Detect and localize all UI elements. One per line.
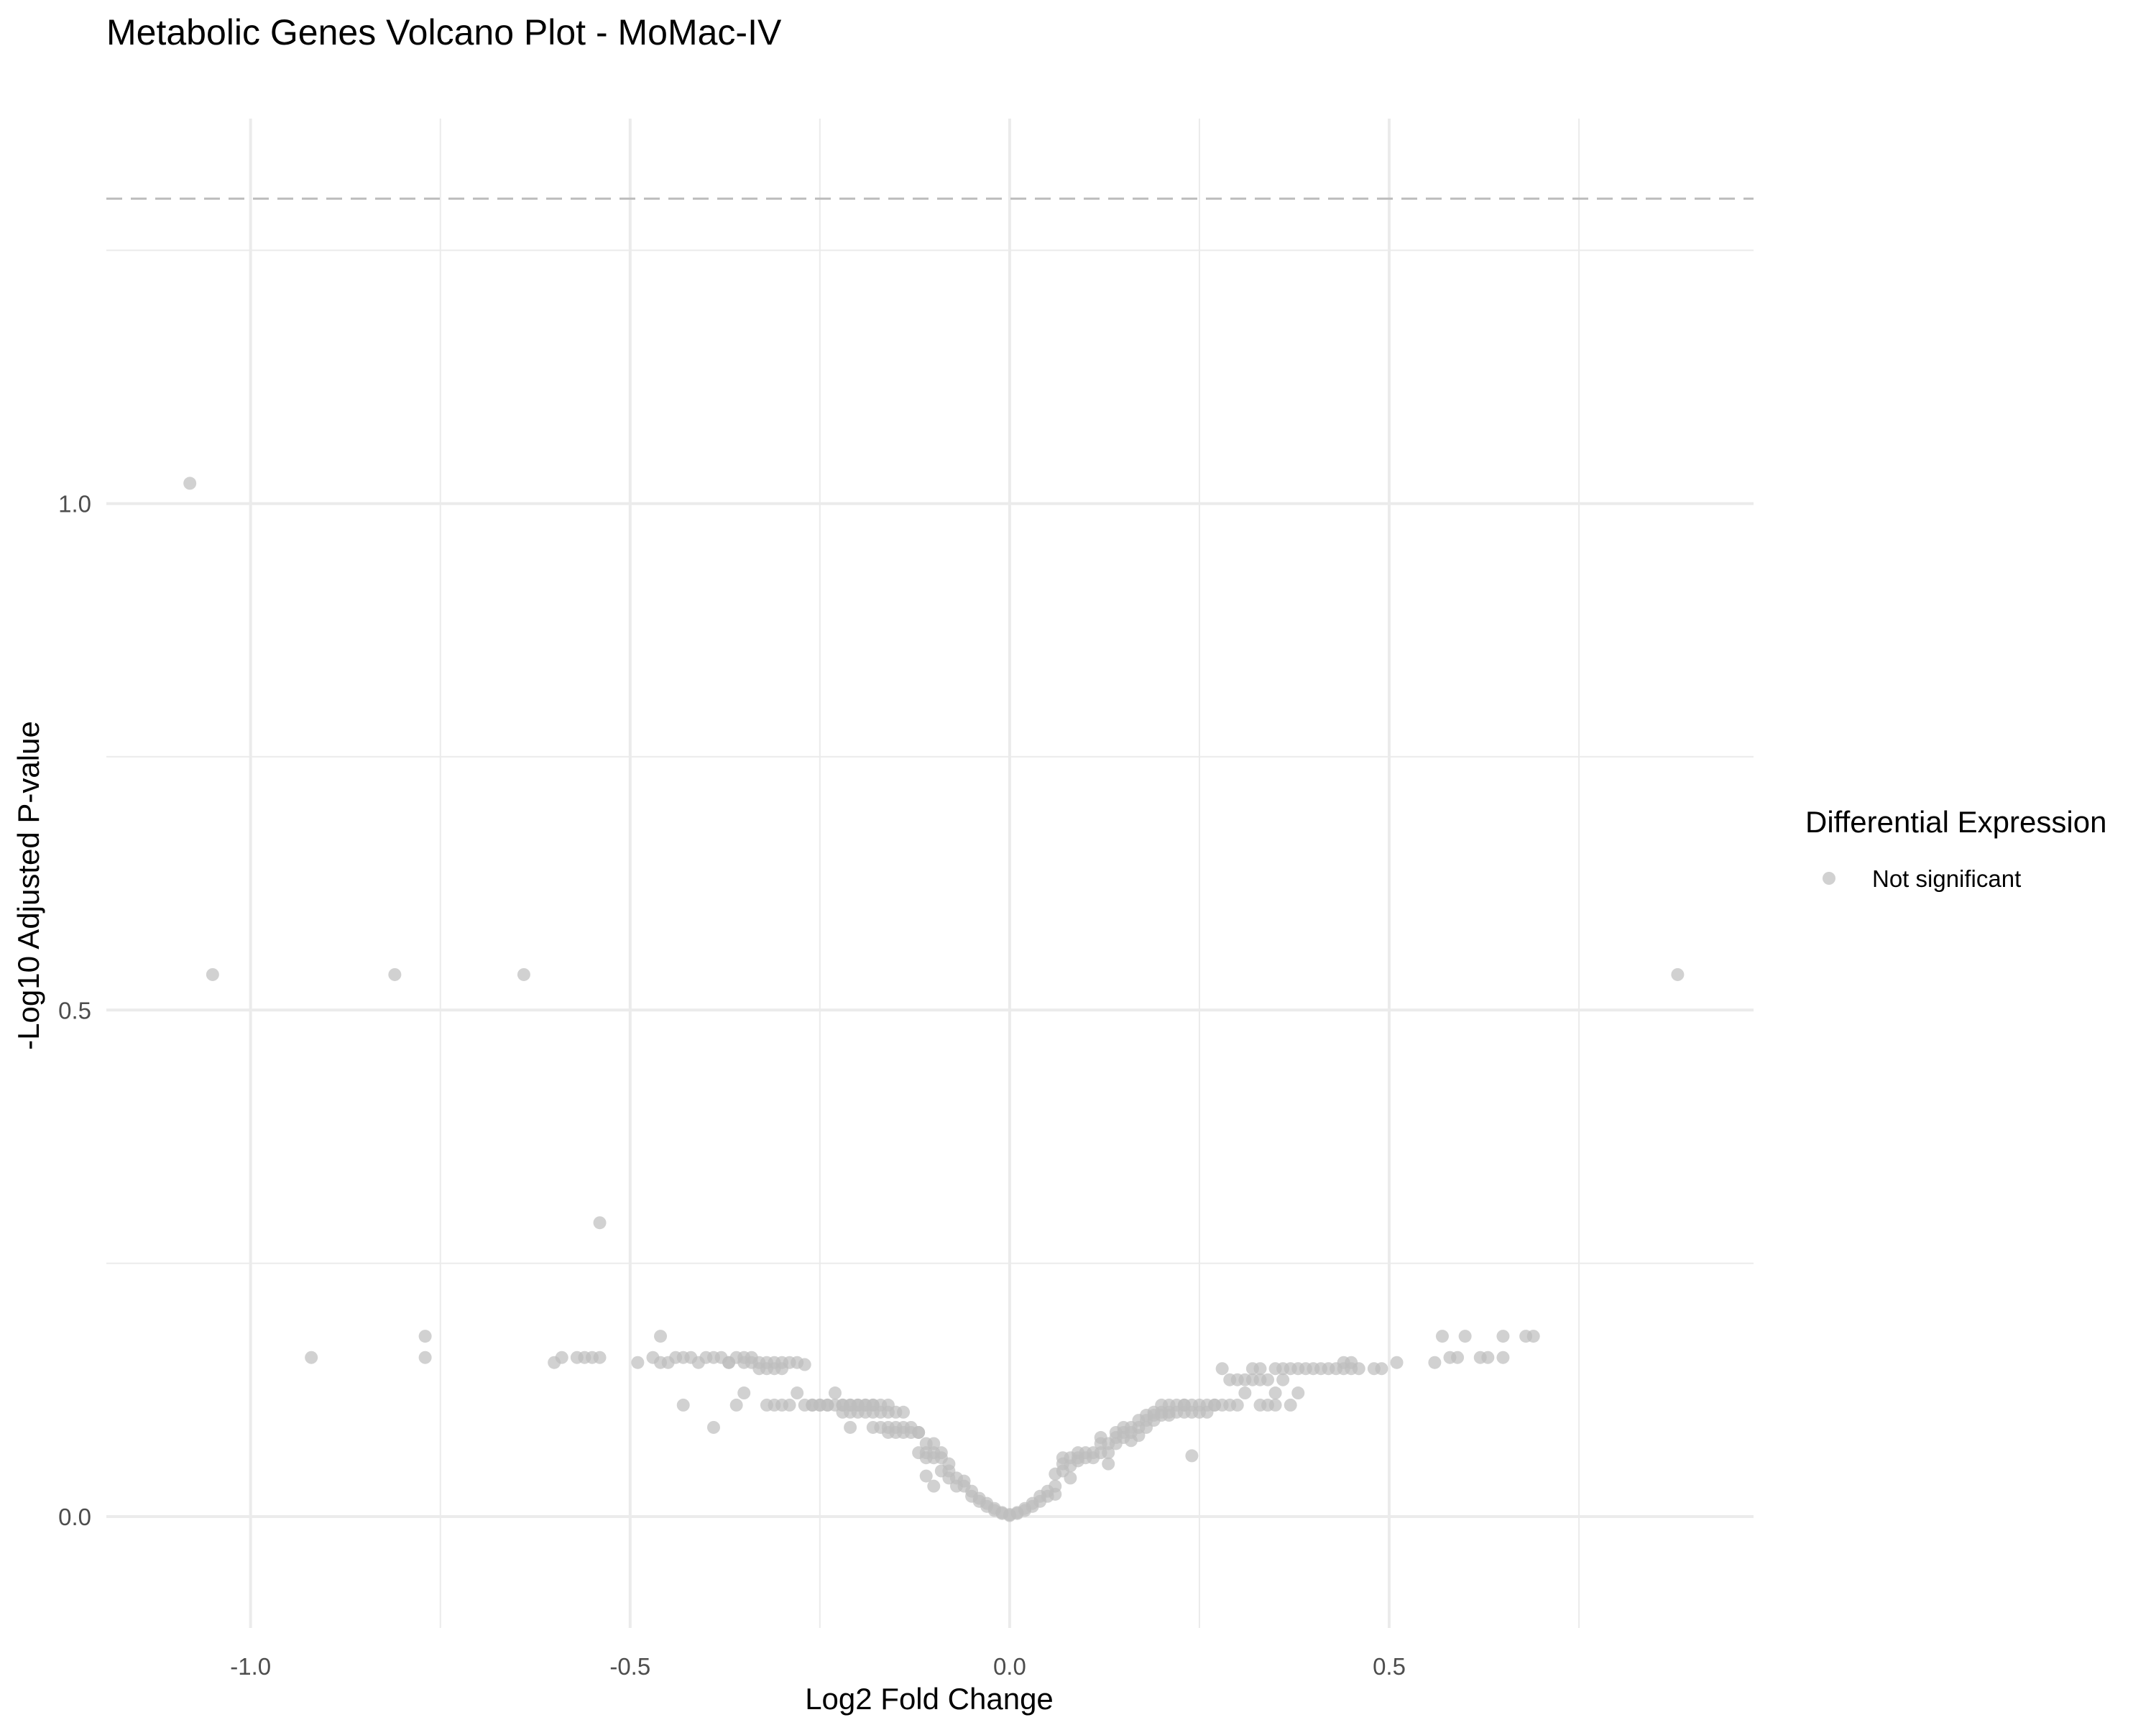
y-axis-title: -Log10 Adjusted P-value bbox=[11, 721, 45, 1050]
data-points-layer bbox=[183, 477, 1685, 1522]
data-point bbox=[1132, 1429, 1146, 1443]
chart-title: Metabolic Genes Volcano Plot - MoMac-IV bbox=[106, 12, 782, 52]
data-point bbox=[676, 1398, 690, 1412]
x-tick-label: 0.0 bbox=[993, 1653, 1026, 1680]
legend-key-not-significant bbox=[1823, 872, 1835, 885]
data-point bbox=[1268, 1398, 1282, 1412]
data-point bbox=[1390, 1356, 1404, 1369]
data-point bbox=[1291, 1386, 1305, 1400]
y-tick-label: 1.0 bbox=[58, 491, 91, 518]
data-point bbox=[1253, 1362, 1267, 1376]
legend-title: Differential Expression bbox=[1805, 805, 2106, 839]
data-point bbox=[927, 1479, 941, 1493]
data-point bbox=[1276, 1373, 1290, 1386]
data-point bbox=[737, 1386, 751, 1400]
data-point bbox=[1671, 967, 1685, 981]
data-point bbox=[1435, 1330, 1449, 1343]
data-point bbox=[1375, 1362, 1388, 1376]
data-point bbox=[305, 1351, 318, 1364]
data-point bbox=[517, 967, 530, 981]
data-point bbox=[919, 1469, 933, 1483]
data-point bbox=[654, 1330, 668, 1343]
data-point bbox=[1064, 1471, 1077, 1485]
grid-layer bbox=[106, 119, 1754, 1628]
data-point bbox=[418, 1330, 432, 1343]
data-point bbox=[1102, 1446, 1115, 1460]
data-point bbox=[1238, 1386, 1252, 1400]
data-point bbox=[942, 1457, 956, 1471]
data-point bbox=[1496, 1330, 1510, 1343]
x-tick-label: -0.5 bbox=[609, 1653, 650, 1680]
data-point bbox=[1261, 1373, 1275, 1386]
data-point bbox=[1185, 1449, 1199, 1463]
data-point bbox=[1496, 1351, 1510, 1364]
data-point bbox=[828, 1386, 842, 1400]
legend-label-not-significant: Not significant bbox=[1872, 865, 2021, 892]
data-point bbox=[1451, 1351, 1465, 1364]
data-point bbox=[783, 1398, 796, 1412]
data-point bbox=[1102, 1457, 1115, 1471]
data-point bbox=[1352, 1362, 1365, 1376]
data-point bbox=[1526, 1330, 1540, 1343]
data-point bbox=[1268, 1386, 1282, 1400]
data-point bbox=[934, 1446, 948, 1460]
data-point bbox=[418, 1351, 432, 1364]
data-point bbox=[555, 1351, 568, 1364]
x-tick-label: 0.5 bbox=[1373, 1653, 1406, 1680]
data-point bbox=[798, 1358, 811, 1371]
data-point bbox=[1458, 1330, 1472, 1343]
data-point bbox=[593, 1351, 607, 1364]
data-point bbox=[1284, 1398, 1297, 1412]
tick-labels-layer: -1.0 -0.5 0.0 0.5 0.0 0.5 1.0 bbox=[58, 491, 1406, 1680]
y-tick-label: 0.5 bbox=[58, 997, 91, 1024]
data-point bbox=[1230, 1398, 1244, 1412]
data-point bbox=[927, 1437, 941, 1450]
data-point bbox=[912, 1425, 926, 1439]
legend: Differential Expression Not significant bbox=[1805, 805, 2106, 892]
data-point bbox=[1428, 1356, 1442, 1369]
data-point bbox=[1481, 1351, 1495, 1364]
data-point bbox=[844, 1420, 857, 1434]
data-point bbox=[388, 967, 402, 981]
data-point bbox=[729, 1398, 743, 1412]
x-tick-label: -1.0 bbox=[230, 1653, 271, 1680]
data-point bbox=[1215, 1362, 1229, 1376]
data-point bbox=[183, 477, 197, 490]
data-point bbox=[631, 1356, 645, 1369]
data-point bbox=[897, 1405, 911, 1419]
data-point bbox=[1049, 1479, 1062, 1493]
y-tick-label: 0.0 bbox=[58, 1504, 91, 1530]
x-axis-title: Log2 Fold Change bbox=[805, 1682, 1054, 1716]
data-point bbox=[593, 1216, 607, 1230]
data-point bbox=[791, 1386, 804, 1400]
data-point bbox=[706, 1420, 720, 1434]
data-point bbox=[206, 967, 219, 981]
